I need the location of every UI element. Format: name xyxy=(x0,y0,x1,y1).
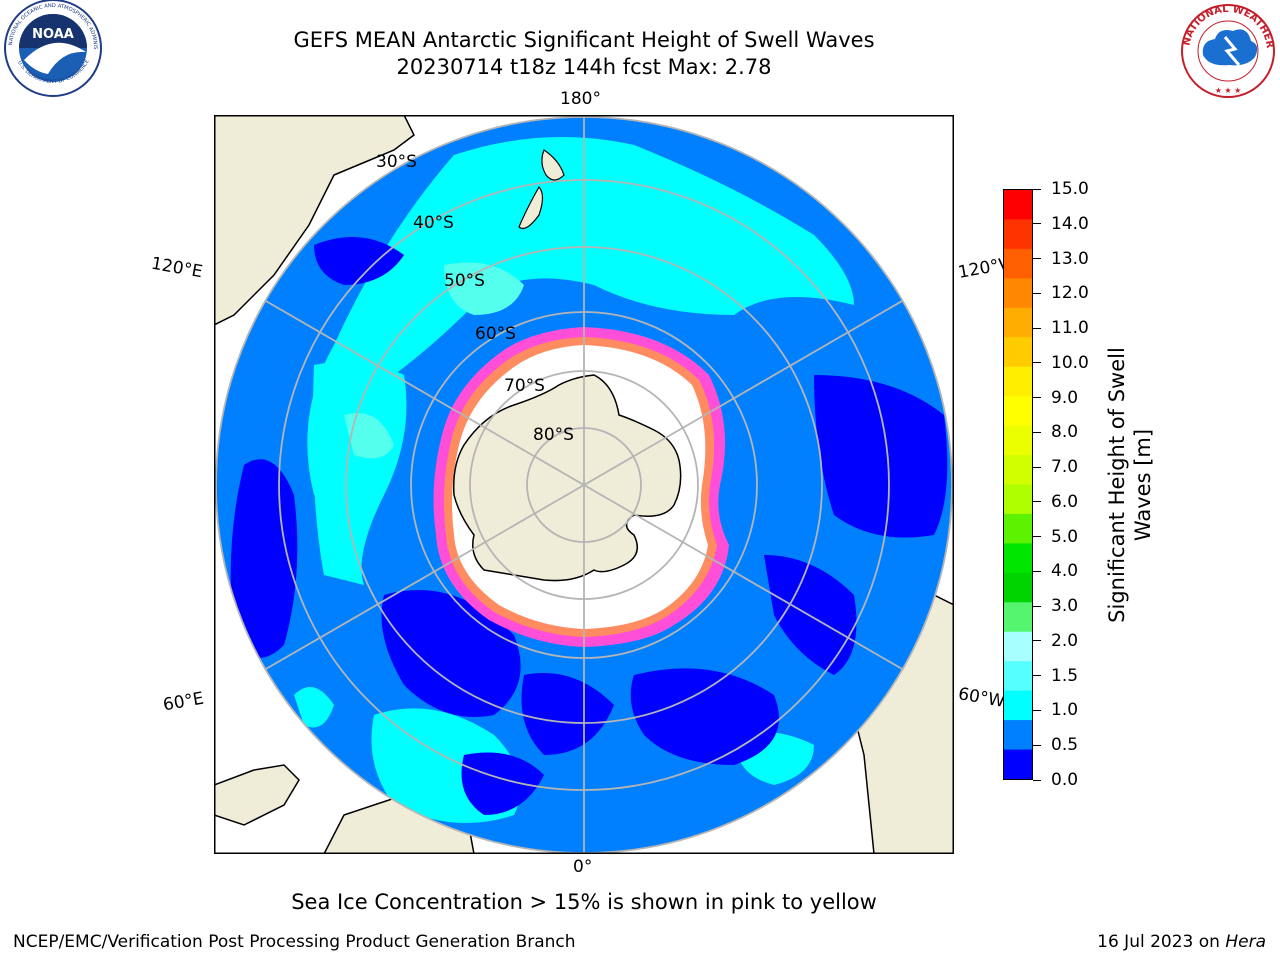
footer-credit: NCEP/EMC/Verification Post Processing Pr… xyxy=(13,932,576,952)
colorbar-tick: 1.0 xyxy=(1033,700,1078,720)
map xyxy=(214,115,954,854)
colorbar-tick: 2.0 xyxy=(1033,631,1078,651)
colorbar-tick: 15.0 xyxy=(1033,179,1089,199)
graticule xyxy=(216,117,952,853)
colorbar-segment xyxy=(1004,631,1032,662)
noaa-logo: NOAA NATIONAL OCEANIC AND ATMOSPHERIC AD… xyxy=(2,0,102,97)
colorbar-segment xyxy=(1004,749,1032,779)
svg-text:★ ★ ★: ★ ★ ★ xyxy=(1215,86,1242,95)
colorbar-segment xyxy=(1004,278,1032,309)
colorbar-tick: 10.0 xyxy=(1033,353,1089,373)
chart-subtitle: 20230714 t18z 144h fcst Max: 2.78 xyxy=(396,55,772,79)
colorbar-segment xyxy=(1004,248,1032,279)
lon-label-120e: 120°E xyxy=(149,253,205,283)
antarctica xyxy=(452,374,682,582)
colorbar-segment xyxy=(1004,543,1032,574)
colorbar-segment xyxy=(1004,190,1032,220)
colorbar xyxy=(1003,189,1033,780)
colorbar-tick: 11.0 xyxy=(1033,318,1089,338)
lat-label-30s: 30°S xyxy=(376,152,417,172)
sea-ice-note: Sea Ice Concentration > 15% is shown in … xyxy=(291,890,877,914)
colorbar-segment xyxy=(1004,513,1032,544)
colorbar-tick: 0.0 xyxy=(1033,770,1078,790)
chart-title: GEFS MEAN Antarctic Significant Height o… xyxy=(293,28,875,52)
colorbar-tick: 5.0 xyxy=(1033,527,1078,547)
colorbar-segment xyxy=(1004,720,1032,751)
colorbar-segment xyxy=(1004,484,1032,515)
new-zealand xyxy=(518,149,565,230)
colorbar-segment xyxy=(1004,366,1032,397)
colorbar-segment xyxy=(1004,572,1032,603)
colorbar-segment xyxy=(1004,661,1032,692)
colorbar-tick: 14.0 xyxy=(1033,214,1089,234)
colorbar-tick: 7.0 xyxy=(1033,457,1078,477)
colorbar-tick: 0.5 xyxy=(1033,735,1078,755)
colorbar-segment xyxy=(1004,219,1032,250)
colorbar-tick: 6.0 xyxy=(1033,492,1078,512)
lon-label-60e: 60°E xyxy=(161,688,206,716)
colorbar-segment xyxy=(1004,307,1032,338)
colorbar-tick: 4.0 xyxy=(1033,561,1078,581)
colorbar-tick: 8.0 xyxy=(1033,422,1078,442)
nws-logo: NATIONAL WEATHER SERVICE ★ ★ ★ xyxy=(1177,3,1275,98)
colorbar-segment xyxy=(1004,690,1032,721)
lon-label-180: 180° xyxy=(560,89,601,109)
colorbar-tick: 3.0 xyxy=(1033,596,1078,616)
lat-label-40s: 40°S xyxy=(413,213,454,233)
svg-text:NOAA: NOAA xyxy=(32,27,74,42)
lat-label-80s: 80°S xyxy=(533,425,574,445)
footer-host: Hera xyxy=(1225,932,1266,952)
footer-date: 16 Jul 2023 on Hera xyxy=(1097,932,1266,952)
lat-label-70s: 70°S xyxy=(504,376,545,396)
lon-label-60w: 60°W xyxy=(956,684,1007,712)
colorbar-tick: 9.0 xyxy=(1033,388,1078,408)
colorbar-segment xyxy=(1004,396,1032,427)
colorbar-tick: 12.0 xyxy=(1033,283,1089,303)
colorbar-segment xyxy=(1004,602,1032,633)
colorbar-segment xyxy=(1004,337,1032,368)
lon-label-0: 0° xyxy=(573,857,593,877)
colorbar-segment xyxy=(1004,425,1032,456)
colorbar-tick: 13.0 xyxy=(1033,249,1089,269)
colorbar-segment xyxy=(1004,455,1032,485)
colorbar-label: Significant Height of Swell Waves [m] xyxy=(1105,347,1155,623)
colorbar-tick: 1.5 xyxy=(1033,666,1078,686)
lat-label-50s: 50°S xyxy=(444,271,485,291)
lat-label-60s: 60°S xyxy=(475,324,516,344)
